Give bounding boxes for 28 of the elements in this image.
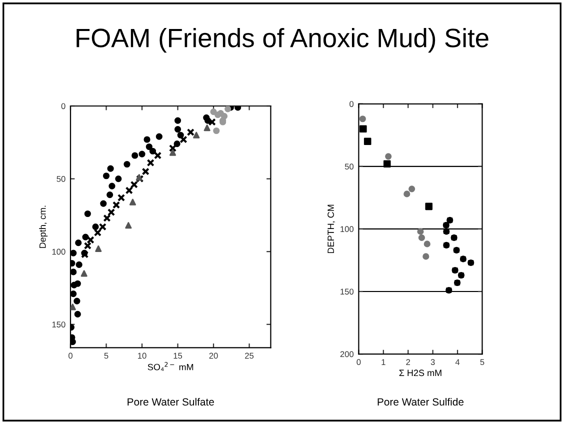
y-tick-label: 150	[52, 322, 66, 328]
x-tick-label: 5	[480, 359, 484, 366]
x-tick-label: 1	[382, 359, 386, 365]
x-tick-label: 10	[138, 352, 146, 359]
x-tick-label: 5	[104, 352, 108, 359]
x-tick-label: 3	[430, 359, 435, 366]
x-axis-title: SO₄$^{2−}$ mM	[148, 362, 194, 371]
y-axis-title: DEPTH, CM	[328, 204, 336, 254]
x-axis-title: Σ H2S mM	[399, 370, 442, 376]
x-tick-label: 20	[209, 352, 218, 359]
y-tick-label: 0	[61, 103, 66, 110]
y-tick-label: 150	[340, 288, 354, 295]
chart-title: FOAM (Friends of Anoxic Mud) Site	[76, 28, 488, 53]
y-tick-label: 100	[52, 248, 66, 255]
x-tick-label: 0	[356, 359, 361, 366]
x-tick-label: 15	[174, 352, 182, 359]
x-tick-label: 0	[68, 352, 72, 359]
y-tick-label: 100	[340, 226, 354, 232]
text: Pore Water Sulfate	[128, 398, 214, 406]
x-tick-label: 25	[245, 352, 254, 359]
x-tick-label: 2	[406, 359, 410, 365]
y-tick-label: 50	[344, 164, 354, 170]
y-axis-title: Depth, cm.	[39, 206, 48, 248]
x-tick-label: 4	[455, 359, 460, 365]
y-tick-label: 200	[340, 351, 354, 358]
text: Pore Water Sulfide	[378, 398, 464, 406]
y-tick-label: 0	[350, 101, 354, 107]
y-tick-label: 50	[56, 176, 66, 182]
